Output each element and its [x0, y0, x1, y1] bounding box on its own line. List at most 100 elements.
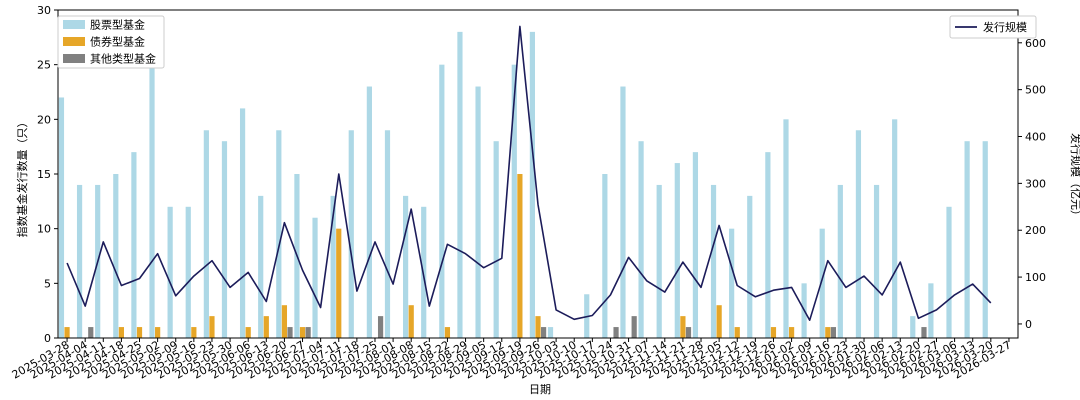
bar-bond — [734, 327, 740, 338]
bar-bond — [716, 305, 722, 338]
bar-bond — [680, 316, 686, 338]
bar-stock — [964, 141, 970, 338]
bar-stock — [638, 141, 644, 338]
left-y-tick-label: 15 — [37, 168, 51, 181]
legend-right-frame — [949, 15, 1037, 39]
bar-stock — [384, 130, 391, 338]
right-y-axis-label: 发行规模（亿元） — [1069, 133, 1080, 221]
bar-stock — [765, 152, 771, 338]
x-axis-label: 日期 — [529, 383, 551, 396]
bar-other — [613, 327, 619, 338]
left-y-tick-label: 20 — [37, 113, 51, 126]
bar-stock — [910, 316, 916, 338]
legend-swatch-stock — [63, 20, 85, 29]
bar-stock — [602, 174, 608, 338]
bar-other — [377, 316, 384, 338]
bar-stock — [475, 86, 481, 339]
bar-stock — [58, 97, 65, 338]
bar-other — [287, 327, 293, 338]
bar-stock — [439, 64, 445, 339]
legend-label-other: 其他类型基金 — [90, 52, 156, 66]
bar-stock — [892, 119, 898, 338]
bar-stock — [928, 283, 934, 338]
bar-stock — [547, 327, 554, 338]
bar-stock — [511, 64, 517, 339]
line-layer — [66, 25, 992, 322]
bar-bond — [245, 327, 251, 338]
bar-other — [921, 327, 927, 338]
bar-stock — [837, 184, 843, 338]
bars-layer — [58, 20, 988, 339]
left-y-axis-label: 指数基金发行数量（只） — [15, 117, 29, 238]
legend-swatch-bond — [63, 37, 85, 46]
left-y-tick-label: 10 — [37, 223, 51, 236]
bar-stock — [873, 184, 880, 338]
legend-label-scale: 发行规模 — [983, 20, 1027, 34]
bar-stock — [366, 86, 372, 339]
bar-stock — [348, 130, 354, 338]
left-y-tick-label: 5 — [44, 277, 51, 290]
bar-stock — [149, 20, 155, 339]
bar-stock — [729, 228, 735, 338]
legend-label-stock: 股票型基金 — [90, 18, 145, 32]
left-y-tick-label: 0 — [44, 332, 51, 345]
legend-left: 股票型基金 债券型基金 其他类型基金 — [57, 15, 165, 69]
bar-stock — [656, 184, 662, 338]
right-y-tick-label: 400 — [1025, 131, 1046, 144]
bar-stock — [203, 130, 209, 338]
right-y-tick-label: 100 — [1025, 271, 1046, 284]
bar-other — [305, 327, 311, 338]
bar-stock — [403, 195, 409, 338]
left-y-ticks-layer: 0 5 10 15 20 25 30 — [37, 4, 58, 345]
bar-bond — [209, 316, 215, 338]
bar-stock — [692, 152, 699, 338]
bar-stock — [747, 195, 753, 338]
bar-stock — [113, 174, 119, 338]
bar-stock — [457, 31, 463, 338]
bar-stock — [76, 184, 83, 338]
bar-other — [88, 327, 94, 338]
bar-stock — [674, 163, 680, 338]
bar-bond — [825, 327, 831, 338]
legend-right: 发行规模 — [949, 15, 1037, 39]
right-y-ticks-layer: 0 100 200 300 400 500 600 — [1018, 37, 1046, 331]
bar-bond — [770, 327, 777, 338]
x-ticks-layer: 2025-03-282025-04-042025-04-112025-04-18… — [10, 338, 1013, 382]
legend-label-bond: 债券型基金 — [90, 35, 145, 49]
bar-other — [631, 316, 637, 338]
bar-bond — [788, 327, 795, 338]
line-scale — [66, 25, 992, 322]
bar-bond — [263, 316, 269, 338]
bar-stock — [982, 141, 988, 338]
right-y-tick-label: 600 — [1025, 37, 1046, 50]
bar-bond — [118, 327, 124, 338]
legend-swatch-other — [63, 54, 85, 63]
bar-stock — [855, 130, 862, 338]
bar-stock — [276, 130, 282, 338]
bar-bond — [444, 327, 451, 338]
bar-other — [830, 327, 837, 338]
left-y-tick-label: 25 — [37, 59, 51, 72]
bar-other — [685, 327, 692, 338]
bar-stock — [493, 141, 499, 338]
bar-bond — [136, 327, 143, 338]
right-y-tick-label: 200 — [1025, 224, 1046, 237]
right-y-tick-label: 500 — [1025, 84, 1046, 97]
bar-stock — [258, 195, 264, 338]
bar-stock — [167, 206, 173, 338]
bar-bond — [336, 228, 342, 338]
bar-bond — [281, 305, 288, 338]
bar-bond — [535, 316, 541, 338]
bar-stock — [529, 31, 535, 338]
right-y-tick-label: 0 — [1025, 318, 1032, 331]
bar-stock — [221, 141, 228, 338]
bar-stock — [620, 86, 626, 339]
left-y-tick-label: 30 — [37, 4, 51, 17]
bar-stock — [330, 195, 336, 338]
bar-bond — [408, 305, 414, 338]
bar-stock — [710, 184, 717, 338]
bar-bond — [299, 327, 306, 338]
bar-bond — [64, 327, 70, 338]
bar-stock — [819, 228, 825, 338]
